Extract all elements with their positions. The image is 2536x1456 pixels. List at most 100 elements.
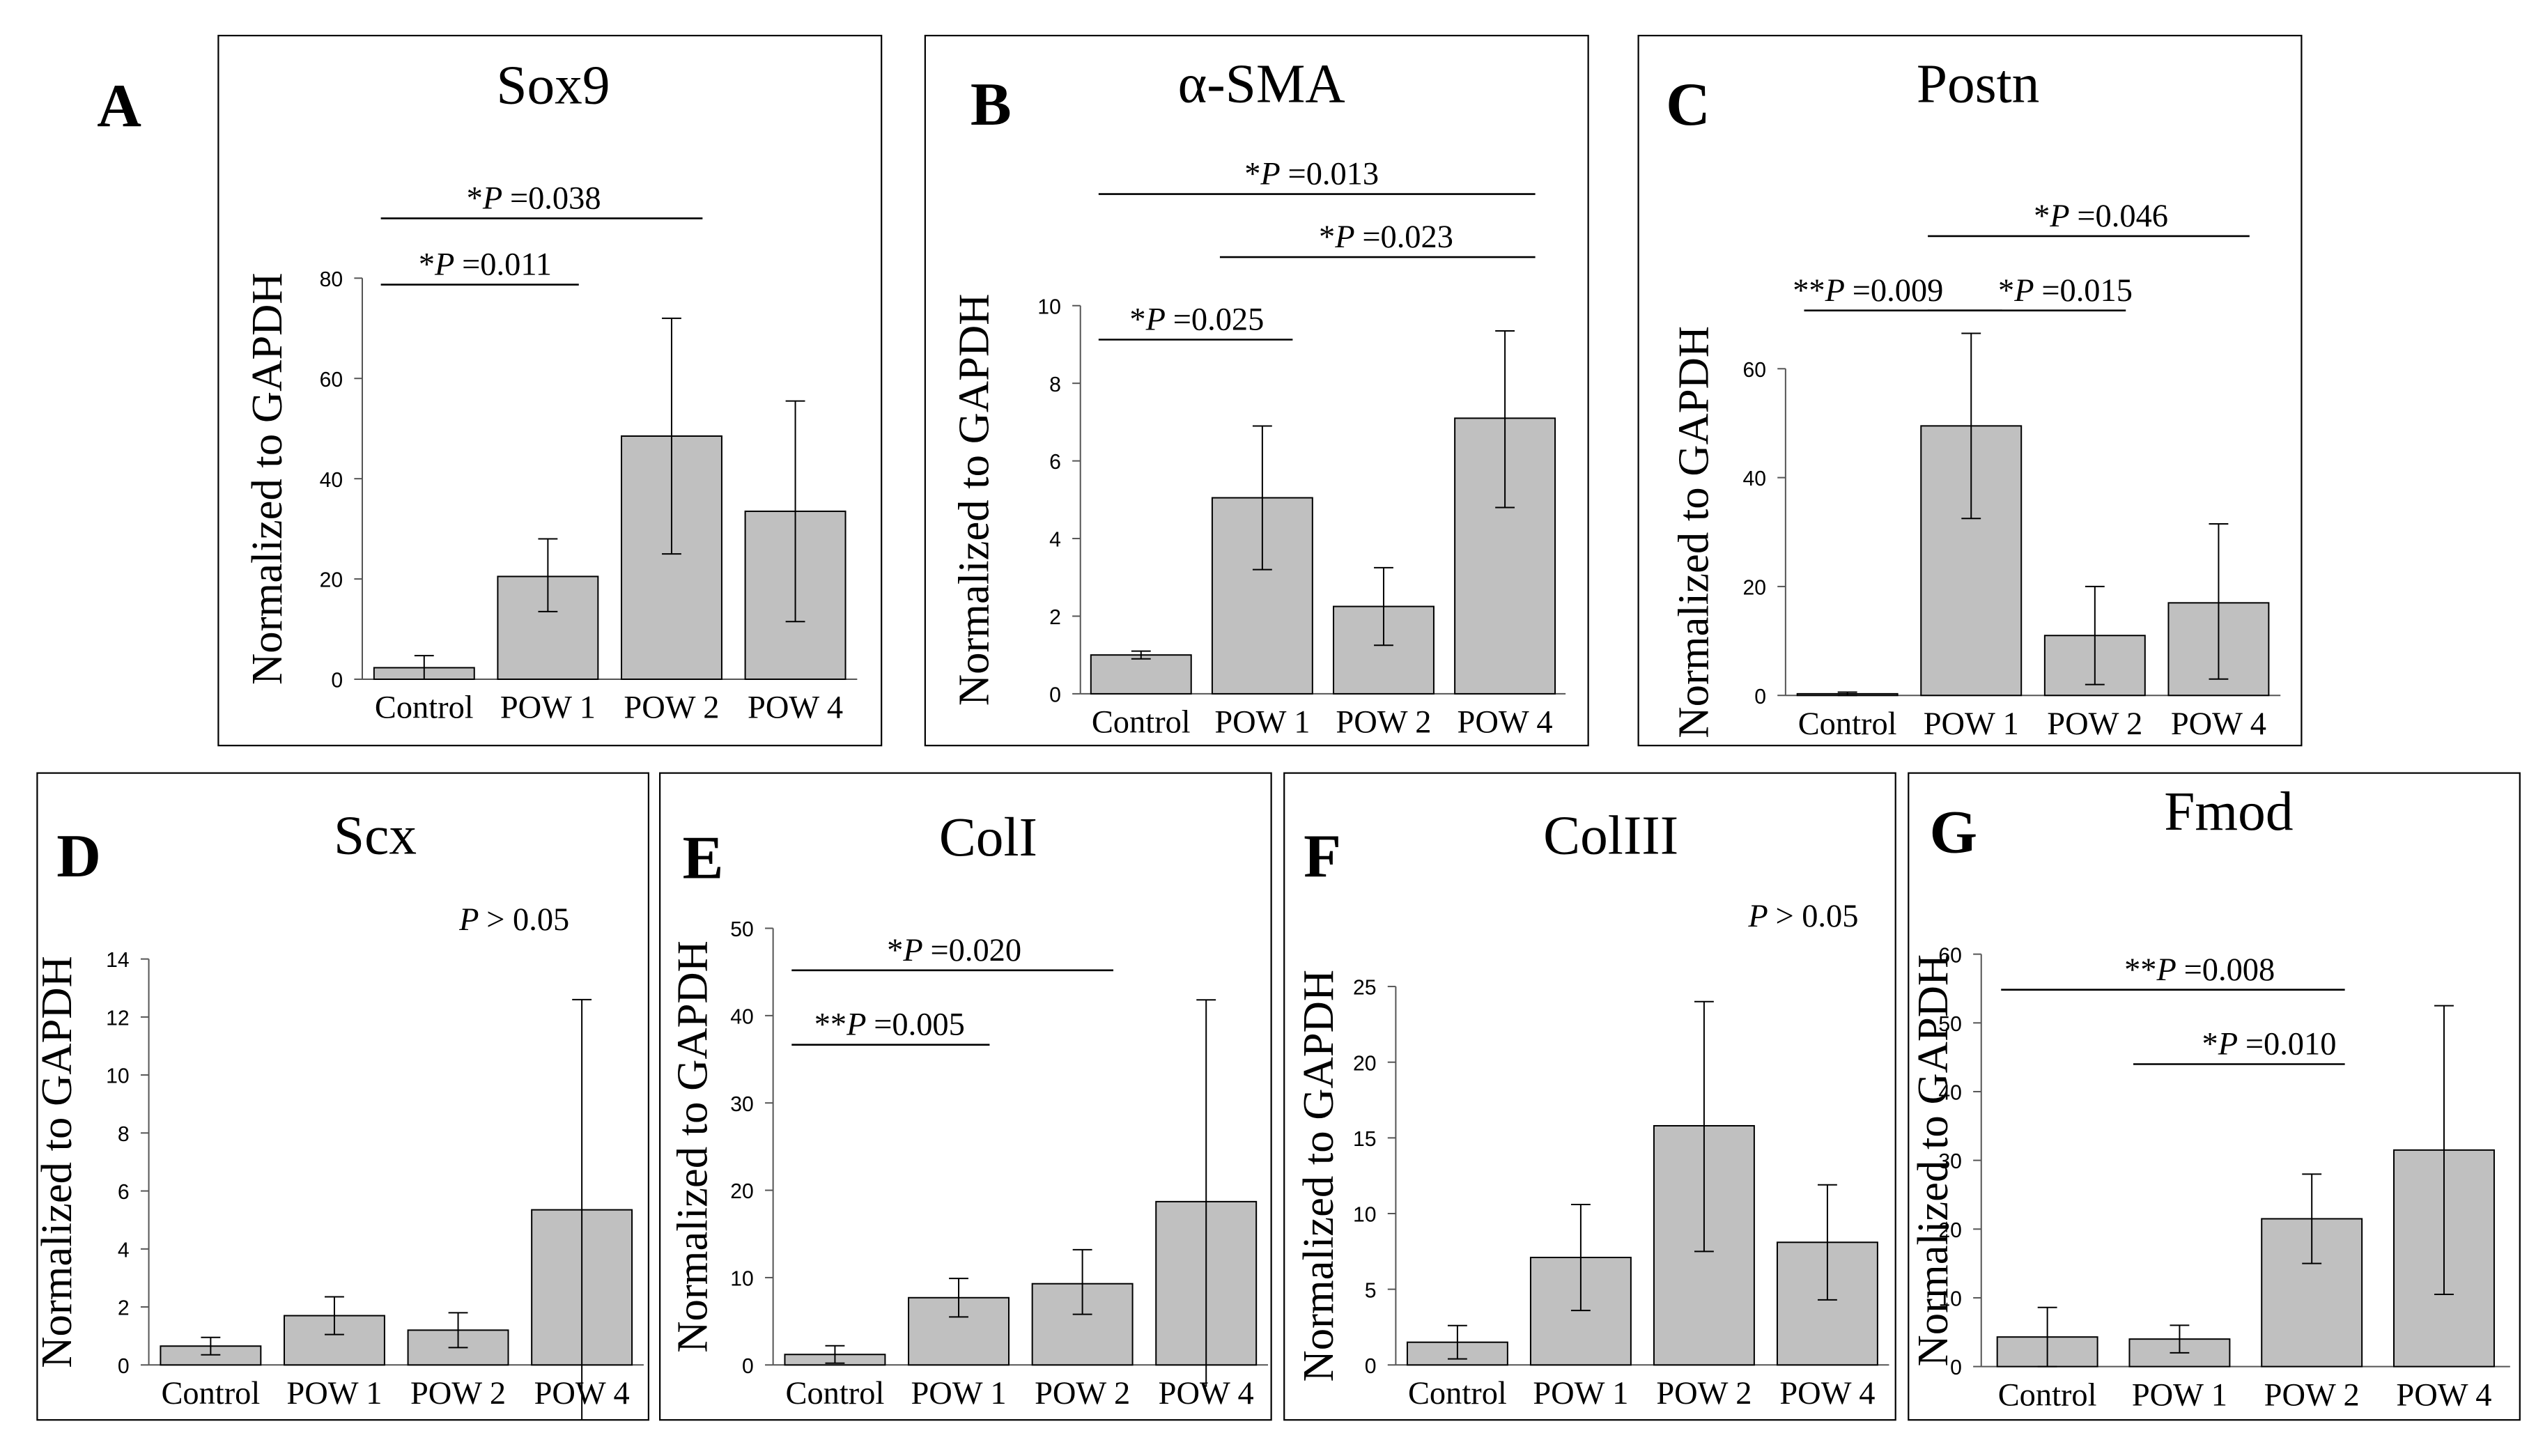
x-tick-label: POW 1 [1533, 1376, 1628, 1411]
x-tick-label: Control [161, 1376, 260, 1411]
chart-title: α-SMA [1178, 53, 1345, 114]
y-tick-label: 20 [730, 1180, 754, 1203]
y-tick-label: 40 [320, 469, 343, 492]
p-value-label: *P =0.013 [1244, 157, 1379, 192]
y-tick-label: 8 [118, 1123, 130, 1146]
y-axis-label: Normalized to GAPDH [1669, 326, 1717, 738]
p-value-label: *P =0.038 [467, 180, 601, 216]
y-tick-label: 15 [1353, 1128, 1377, 1151]
panel-border [36, 772, 649, 1421]
y-tick-label: 40 [730, 1005, 754, 1028]
y-tick-label: 80 [320, 268, 343, 291]
panel-border [1908, 772, 2521, 1421]
panel-a: A Sox9 0 20 40 60 80 Normalized to GAPDH Control… [97, 34, 883, 747]
p-value-label: *P =0.015 [1998, 273, 2133, 309]
panel-letter: E [683, 824, 724, 892]
y-tick-label: 40 [1742, 467, 1766, 490]
panel-letter: B [971, 70, 1012, 139]
panel-letter: A [97, 72, 141, 140]
y-tick-label: 20 [320, 569, 343, 592]
y-tick-label: 10 [106, 1065, 130, 1088]
x-tick-label: POW 1 [1924, 706, 2019, 742]
y-tick-label: 5 [1365, 1279, 1377, 1302]
x-tick-label: POW 4 [1779, 1376, 1875, 1411]
y-tick-label: 2 [1049, 606, 1061, 629]
panel-letter: G [1929, 798, 1977, 866]
p-value-label: **P =0.005 [814, 1007, 965, 1043]
panel-c: C Postn 0 20 40 60 Normalized to GAPDH Control P… [1637, 34, 2303, 747]
panel-e: E ColI 0 10 20 30 40 50 Normalized to GAPDH Contr… [659, 772, 1272, 1421]
y-tick-label: 50 [730, 918, 754, 941]
y-tick-label: 40 [1938, 1082, 1962, 1105]
p-value-label: *P =0.011 [419, 247, 552, 283]
panel-letter: F [1304, 822, 1341, 890]
y-tick-label: 20 [1938, 1219, 1962, 1242]
panel-f: F ColIII 0 5 10 15 20 25 Normalized to GAPDH Cont… [1283, 772, 1896, 1421]
x-tick-label: POW 1 [286, 1376, 382, 1411]
panel-border [924, 34, 1589, 747]
chart-title: ColI [939, 807, 1037, 868]
p-value-label: *P =0.023 [1319, 219, 1453, 255]
x-tick-label: Control [375, 690, 474, 726]
x-tick-label: POW 4 [748, 690, 843, 726]
significance-note: P > 0.05 [458, 902, 569, 938]
y-axis-label: Normalized to GAPDH [1908, 954, 1957, 1367]
y-tick-label: 4 [118, 1239, 130, 1262]
x-tick-label: POW 1 [500, 690, 596, 726]
chart-title: ColIII [1543, 805, 1678, 867]
panel-border [1637, 34, 2303, 747]
chart-title: Sox9 [496, 55, 610, 116]
panel-border [1283, 772, 1896, 1421]
y-tick-label: 10 [1938, 1288, 1962, 1311]
p-value-label: *P =0.025 [1129, 302, 1264, 338]
p-value-label: *P =0.010 [2202, 1027, 2337, 1062]
y-tick-label: 2 [118, 1297, 130, 1320]
y-tick-label: 60 [1938, 944, 1962, 967]
y-tick-label: 6 [118, 1181, 130, 1204]
y-tick-label: 60 [1742, 359, 1766, 382]
y-tick-label: 12 [106, 1007, 130, 1030]
y-axis-label: Normalized to GAPDH [242, 272, 291, 685]
y-tick-label: 0 [742, 1355, 754, 1378]
x-tick-label: POW 1 [2132, 1377, 2227, 1413]
x-tick-label: Control [1408, 1376, 1507, 1411]
x-tick-label: POW 2 [1336, 705, 1431, 741]
x-tick-label: Control [1798, 706, 1897, 742]
significance-note: P > 0.05 [1747, 899, 1858, 934]
panel-border [659, 772, 1272, 1421]
y-axis-label: Normalized to GAPDH [1294, 970, 1343, 1382]
y-tick-label: 10 [730, 1268, 754, 1291]
y-tick-label: 0 [1049, 684, 1061, 707]
bar-control [1090, 654, 1192, 695]
p-value-label: *P =0.020 [887, 933, 1021, 968]
y-tick-label: 50 [1938, 1013, 1962, 1036]
x-tick-label: POW 1 [1214, 705, 1310, 741]
y-tick-label: 10 [1037, 295, 1061, 318]
x-tick-label: POW 4 [2171, 706, 2266, 742]
y-tick-label: 0 [1950, 1356, 1962, 1379]
x-tick-label: POW 4 [2396, 1377, 2491, 1413]
x-tick-label: POW 1 [911, 1376, 1006, 1411]
y-axis-label: Normalized to GAPDH [667, 940, 716, 1353]
x-tick-label: POW 4 [534, 1376, 630, 1411]
panel-letter: C [1666, 70, 1710, 139]
y-tick-label: 20 [1742, 577, 1766, 600]
y-tick-label: 25 [1353, 977, 1377, 1000]
chart-title: Postn [1917, 53, 2039, 114]
x-tick-label: POW 2 [1035, 1376, 1130, 1411]
y-tick-label: 0 [331, 669, 343, 692]
chart-title: Fmod [2164, 781, 2293, 842]
y-tick-label: 30 [1938, 1150, 1962, 1173]
y-tick-label: 30 [730, 1093, 754, 1116]
p-value-label: *P =0.046 [2034, 199, 2168, 234]
y-tick-label: 8 [1049, 373, 1061, 396]
x-tick-label: Control [1092, 705, 1191, 741]
y-axis-label: Normalized to GAPDH [32, 956, 81, 1368]
panel-border [217, 34, 883, 747]
x-tick-label: POW 4 [1458, 705, 1553, 741]
x-tick-label: Control [786, 1376, 885, 1411]
panel-letter: D [56, 822, 101, 890]
